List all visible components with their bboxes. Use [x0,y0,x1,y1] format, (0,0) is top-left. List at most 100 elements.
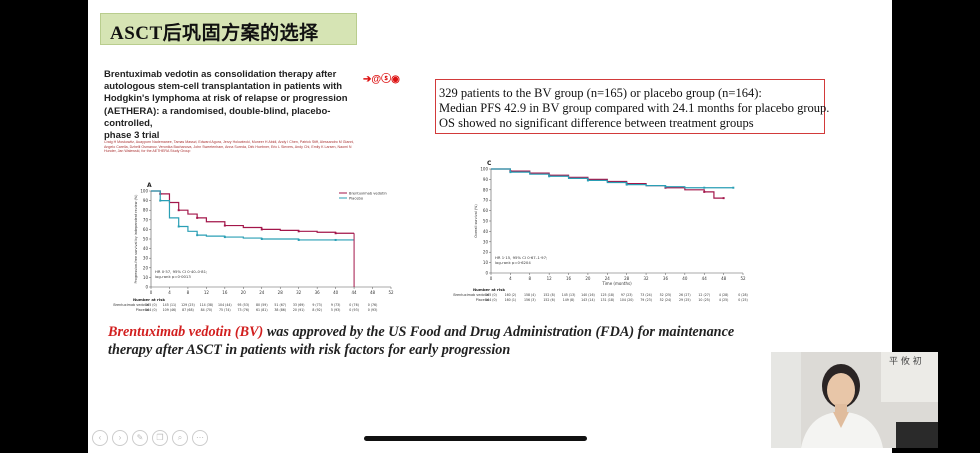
presentation-slide: ASCT后巩固方案的选择 Brentuximab vedotin as cons… [88,0,892,453]
risk-cell: 109 (46) [163,308,177,312]
risk-cell: 80 (59) [256,303,268,307]
y-tick-label: 10 [143,275,149,280]
risk-cell: 75 (74) [219,308,231,312]
x-tick-label: 24 [605,276,611,281]
slide-title-box: ASCT后巩固方案的选择 [100,13,357,45]
prev-slide-icon[interactable]: ‹ [92,430,108,446]
y-tick-label: 40 [483,229,489,234]
risk-cell: 104 (20) [620,298,634,302]
risk-cell: 8 (92) [312,308,322,312]
censor-mark [703,190,706,193]
x-tick-label: 44 [352,290,358,295]
y-tick-label: 0 [145,285,148,290]
risk-cell: 20 (91) [293,308,305,312]
risk-cell: 10 (25) [698,298,710,302]
panel-label: C [487,160,492,167]
censor-mark [664,186,667,189]
hr-annotation: HR 1·15, 95% CI 0·67–1·97; [495,255,547,260]
y-tick-label: 30 [483,239,489,244]
censor-mark [159,199,162,202]
x-tick-label: 52 [740,276,746,281]
censor-mark [509,171,512,174]
y-tick-label: 100 [480,167,488,172]
censor-mark [260,228,263,231]
series-line [491,168,724,199]
zoom-icon[interactable]: ⌕ [172,430,188,446]
paper-title-line: Brentuximab vedotin as consolidation the… [104,69,337,80]
more-icon[interactable]: ⋯ [192,430,208,446]
paper-title-line: phase 3 trial [104,130,160,142]
y-axis-label: Progression-free survival by independent… [134,194,138,284]
x-tick-label: 20 [585,276,591,281]
risk-cell: 9 (73) [312,303,322,307]
risk-cell: 84 (70) [201,308,213,312]
risk-cell: 73 (76) [237,308,249,312]
pen-icon[interactable]: ✎ [132,430,148,446]
risk-cell: 164 (0) [145,308,157,312]
x-tick-label: 8 [187,290,190,295]
censor-mark [223,224,226,227]
x-tick-label: 32 [644,276,650,281]
risk-cell: 52 (25) [660,293,672,297]
risk-cell: 87 (68) [182,308,194,312]
summary-box: 329 patients to the BV group (n=165) or … [435,79,829,134]
x-tick-label: 24 [259,290,265,295]
hr-annotation: log-rank p=0·0013 [155,274,191,279]
risk-cell: 0 (28) [738,293,748,297]
copy-icon[interactable]: ❐ [152,430,168,446]
risk-cell: 125 (18) [600,293,614,297]
censor-mark [260,238,263,240]
y-tick-label: 80 [483,187,489,192]
risk-cell: 129 (25) [181,303,195,307]
censor-mark [703,186,706,189]
x-tick-label: 44 [702,276,708,281]
risk-cell: 51 (67) [274,303,286,307]
y-tick-label: 50 [143,237,149,242]
legend-label: Placebo [349,196,363,200]
x-tick-label: 20 [241,290,247,295]
risk-cell: 9 (73) [331,303,341,307]
hr-annotation: HR 0·57, 95% CI 0·40–0·81; [155,269,207,274]
panel-label: A [147,182,152,189]
censor-mark [177,209,180,212]
risk-cell: 165 (0) [145,303,157,307]
next-slide-icon[interactable]: › [112,430,128,446]
censor-mark [625,183,628,186]
risk-table-title: Number at risk [473,287,505,292]
y-tick-label: 60 [143,227,149,232]
hr-annotation: log-rank p=0·6204 [495,260,531,265]
risk-cell: 95 (53) [237,303,249,307]
risk-cell: 0 (93) [368,308,378,312]
risk-cell: 38 (86) [274,308,286,312]
risk-cell: 0 (76) [368,303,378,307]
risk-cell: 160 (2) [505,293,517,297]
y-tick-label: 40 [143,246,149,251]
risk-cell: 33 (69) [293,303,305,307]
x-tick-label: 48 [721,276,727,281]
paper-authors: Craig H Moskowitz, Auayporn Nademanee, T… [104,140,355,154]
risk-cell: 145 (13) [562,293,576,297]
x-tick-label: 16 [566,276,572,281]
presenter-webcam: 平 攸 初 [771,352,938,448]
risk-cell: 164 (0) [485,298,497,302]
risk-table-title: Number at risk [133,297,165,302]
risk-cell: 26 (27) [679,293,691,297]
paper-title-line: Hodgkin's lymphoma at risk of relapse or… [104,93,348,105]
risk-cell: 4 (25) [719,298,729,302]
series-line [151,190,355,234]
risk-cell: 131 (18) [600,298,614,302]
y-tick-label: 0 [485,271,488,276]
slide-title: ASCT后巩固方案的选择 [110,23,319,44]
risk-cell: 165 (0) [485,293,497,297]
x-tick-label: 48 [370,290,376,295]
censor-mark [548,175,551,178]
risk-cell: 5 (93) [331,308,341,312]
censor-mark [664,185,667,188]
risk-cell: 4 (28) [719,293,729,297]
home-indicator[interactable] [364,436,587,441]
y-tick-label: 20 [143,265,149,270]
risk-cell: 61 (81) [256,308,268,312]
drug-name: Brentuximab vedotin (BV) [108,324,264,340]
